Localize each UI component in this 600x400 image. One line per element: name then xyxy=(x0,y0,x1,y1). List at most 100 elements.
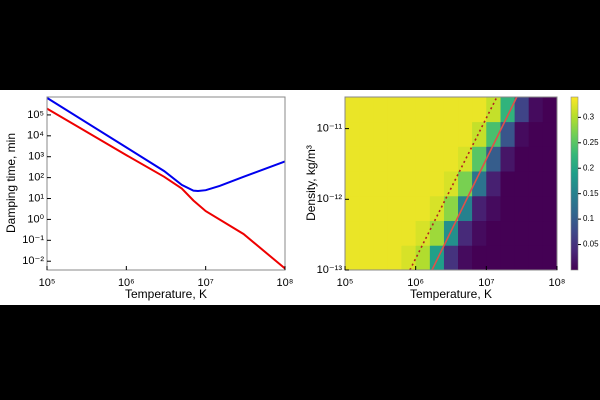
y-tick-label: 10⁻¹² xyxy=(317,193,343,205)
heatmap-cell xyxy=(472,146,487,172)
heatmap-cell xyxy=(345,245,360,271)
colorbar xyxy=(570,96,579,271)
heatmap-cell xyxy=(387,195,402,222)
heatmap-cell xyxy=(387,121,402,147)
heatmap-cell xyxy=(458,146,473,172)
heatmap-cell xyxy=(514,146,530,172)
heatmap-cell xyxy=(458,171,473,197)
heatmap-cell xyxy=(401,97,417,123)
heatmap-cell xyxy=(528,171,544,197)
heatmap-cell xyxy=(472,220,487,246)
heatmap-cell xyxy=(458,245,473,271)
heatmap-cell xyxy=(514,171,530,197)
plot-frame xyxy=(46,96,286,271)
heatmap-cell xyxy=(387,171,402,197)
heatmap-cell xyxy=(486,146,502,172)
heatmap-cell xyxy=(401,171,417,197)
heatmap-cell xyxy=(359,195,374,222)
heatmap-cell xyxy=(401,245,417,271)
heatmap-cell xyxy=(373,245,388,271)
y-tick-label: 10¹ xyxy=(28,192,44,204)
heatmap-cell xyxy=(528,220,544,246)
heatmap-cell xyxy=(514,195,530,222)
heatmap-cell xyxy=(387,146,402,172)
y-tick-label: 10⁻² xyxy=(22,255,44,267)
heatmap-cell xyxy=(458,97,473,123)
x-tick-label: 10⁷ xyxy=(198,277,214,289)
heatmap-cell xyxy=(387,245,402,271)
heatmap-cell xyxy=(415,146,431,172)
heatmap-cell xyxy=(359,97,374,123)
heatmap-cell xyxy=(542,171,558,197)
heatmap-cell xyxy=(387,220,402,246)
heatmap-cell xyxy=(486,245,502,271)
heatmap-cell xyxy=(345,146,360,172)
x-axis-label: Temperature, K xyxy=(410,287,492,301)
y-tick-label: 10⁰ xyxy=(27,213,44,225)
heatmap-cell xyxy=(486,195,502,222)
heatmap-cell xyxy=(429,195,445,222)
heatmap-cell xyxy=(415,121,431,147)
y-tick-label: 10³ xyxy=(28,151,44,163)
heatmap-cell xyxy=(486,220,502,246)
heatmap-cell xyxy=(345,97,360,123)
heatmap-cell xyxy=(542,245,558,271)
heatmap-cell xyxy=(486,121,502,147)
y-axis-label: Density, kg/m³ xyxy=(304,145,318,221)
heatmap-cell xyxy=(514,220,530,246)
colorbar-tick-label: 0.25 xyxy=(583,138,599,147)
heatmap-cell xyxy=(345,220,360,246)
y-tick-label: 10⁻¹¹ xyxy=(317,123,343,135)
heatmap-cell xyxy=(542,195,558,222)
heatmap-cell xyxy=(443,121,459,147)
heatmap-cell xyxy=(500,220,516,246)
y-tick-label: 10⁴ xyxy=(27,130,44,142)
x-tick-label: 10⁸ xyxy=(277,277,294,289)
heatmap-cell xyxy=(542,121,558,147)
heatmap-cell xyxy=(458,220,473,246)
heatmap-cell xyxy=(443,195,459,222)
heatmap-cell xyxy=(500,195,516,222)
heatmap-cell xyxy=(486,97,502,123)
heatmap-cell xyxy=(373,195,388,222)
heatmap-cell xyxy=(528,97,544,123)
plot-frame xyxy=(344,96,558,271)
heatmap-cell xyxy=(415,220,431,246)
y-axis-label: Damping time, min xyxy=(4,133,18,233)
heatmap-cell xyxy=(472,245,487,271)
heatmap-cell xyxy=(443,245,459,271)
colorbar-tick-label: 0.2 xyxy=(583,163,595,172)
x-axis-label: Temperature, K xyxy=(125,287,207,301)
heatmap-cell xyxy=(359,220,374,246)
heatmap-cell xyxy=(415,195,431,222)
boundary-line xyxy=(409,96,498,271)
heatmap-cell xyxy=(359,245,374,271)
heatmap-cell xyxy=(443,97,459,123)
heatmap-cell xyxy=(429,97,445,123)
x-tick-label: 10⁵ xyxy=(337,277,354,289)
x-tick-label: 10⁸ xyxy=(549,277,566,289)
heatmap-cell xyxy=(528,121,544,147)
heatmap-cell xyxy=(443,146,459,172)
heatmap-cell xyxy=(458,121,473,147)
heatmap-cell xyxy=(345,121,360,147)
heatmap-cell xyxy=(359,171,374,197)
colorbar-tick-label: 0.1 xyxy=(583,214,595,223)
heatmap-cell xyxy=(528,245,544,271)
heatmap-cell xyxy=(514,121,530,147)
heatmap-cell xyxy=(472,97,487,123)
y-tick-label: 10² xyxy=(28,172,44,184)
colorbar-tick-label: 0.15 xyxy=(583,189,599,198)
heatmap-cell xyxy=(500,245,516,271)
heatmap-cell xyxy=(528,146,544,172)
heatmap-cell xyxy=(429,220,445,246)
heatmap-cell xyxy=(415,171,431,197)
heatmap-cell xyxy=(373,97,388,123)
y-tick-label: 10⁻¹³ xyxy=(317,264,343,276)
x-tick-label: 10⁵ xyxy=(39,277,56,289)
heatmap-cell xyxy=(429,121,445,147)
x-tick-label: 10⁷ xyxy=(478,277,494,289)
line-series xyxy=(46,107,286,270)
boundary-line xyxy=(431,96,518,271)
